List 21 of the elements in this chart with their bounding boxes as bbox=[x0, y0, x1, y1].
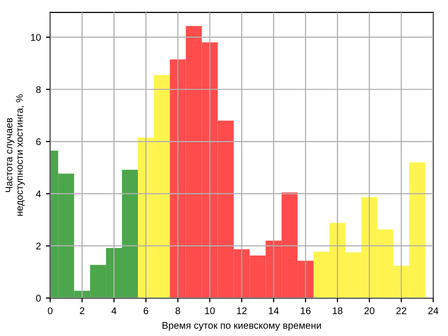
x-tick-label: 6 bbox=[144, 307, 148, 314]
y-tick-label: 0 bbox=[36, 294, 41, 302]
y-tick-label: 4 bbox=[36, 190, 41, 198]
x-tick-label: 12 bbox=[237, 307, 247, 314]
x-axis-title: Время суток по киевскому времени bbox=[162, 322, 321, 331]
x-tick-label: 14 bbox=[268, 307, 279, 314]
x-tick-label: 18 bbox=[332, 307, 342, 314]
x-tick-label: 2 bbox=[80, 307, 84, 314]
x-tick-label: 4 bbox=[112, 307, 116, 314]
y-tick-label: 8 bbox=[36, 86, 41, 93]
y-axis-title: Частота случаев недоступности хостинга, % bbox=[6, 94, 25, 216]
x-tick-label: 20 bbox=[364, 307, 374, 314]
y-tick-label: 10 bbox=[31, 34, 41, 41]
x-tick-label: 0 bbox=[48, 307, 52, 314]
x-tick-label: 22 bbox=[396, 307, 406, 314]
x-tick-label: 16 bbox=[300, 307, 311, 314]
y-tick-label: 6 bbox=[36, 138, 41, 146]
x-tick-label: 8 bbox=[176, 307, 180, 314]
y-tick-label: 2 bbox=[36, 242, 41, 250]
x-tick-label: 10 bbox=[205, 307, 215, 314]
x-tick-label: 24 bbox=[428, 307, 438, 314]
